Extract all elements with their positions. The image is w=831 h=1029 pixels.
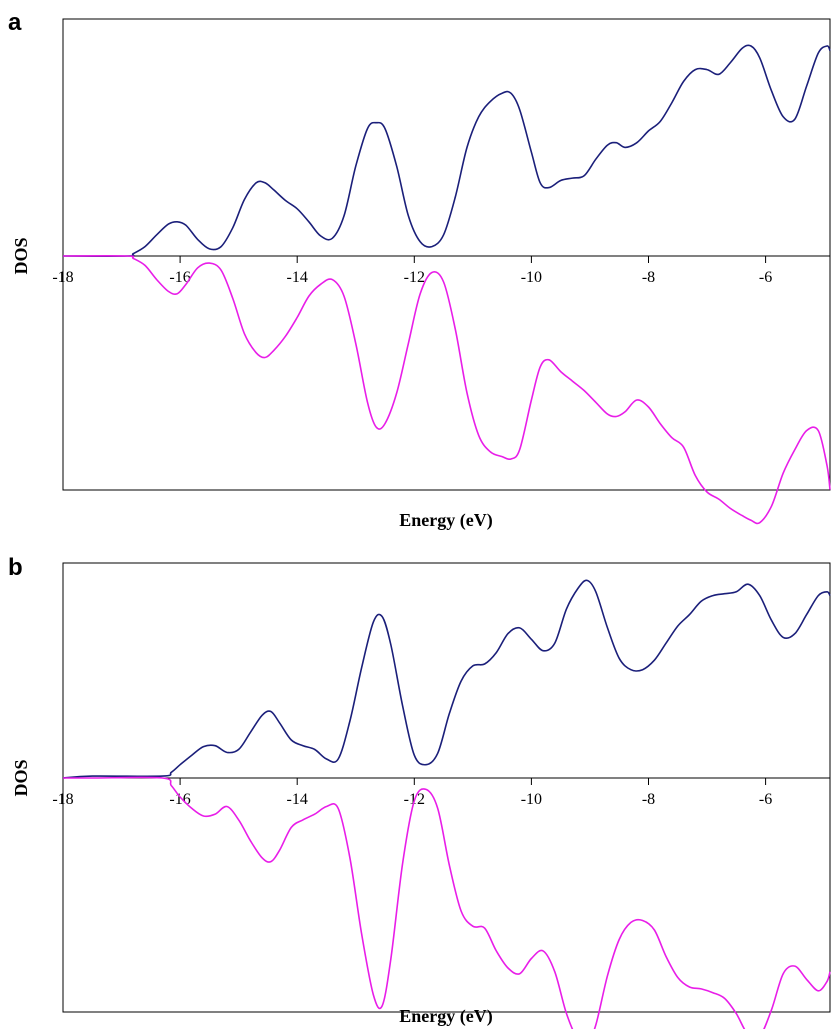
x-tick-labels-a: -18 -16 -14 -12 -10 -8 -6 [52,269,772,286]
series-line-a-0 [62,44,831,257]
plot-frame-a [62,18,831,491]
x-tick-label-a-5: -8 [642,269,655,286]
x-tick-label-a-1: -16 [169,269,190,286]
x-tick-label-b-6: -6 [759,791,772,808]
x-ticks-b [62,778,767,785]
x-tick-label-a-4: -10 [521,269,542,286]
curves-b [62,579,831,1029]
x-tick-label-a-3: -12 [404,269,425,286]
curves-a [62,44,831,525]
series-line-b-0 [62,579,831,779]
series-line-a-1 [62,255,831,525]
x-tick-label-b-5: -8 [642,791,655,808]
x-tick-label-a-0: -18 [52,269,73,286]
panel-b: b -18 -16 -14 -12 -10 -8 -6 DOS Energy (eV) [8,554,831,1029]
panel-letter-b: b [8,554,23,581]
y-axis-title-b: DOS [11,759,31,796]
x-tick-label-b-4: -10 [521,791,542,808]
plot-frame-b [62,562,831,1013]
x-tick-label-a-6: -6 [759,269,772,286]
x-tick-labels-b: -18 -16 -14 -12 -10 -8 -6 [52,791,772,808]
x-tick-label-b-1: -16 [169,791,190,808]
y-axis-title-a: DOS [11,237,31,274]
x-ticks-a [62,256,767,263]
panel-a: a -18 -16 -14 -12 -10 -8 -6 DOS Energy (eV) [8,9,831,531]
series-line-b-1 [63,776,831,1029]
x-axis-title-a: Energy (eV) [399,510,492,531]
panel-letter-a: a [8,9,22,36]
x-tick-label-a-2: -14 [287,269,308,286]
x-tick-label-b-2: -14 [287,791,308,808]
x-tick-label-b-0: -18 [52,791,73,808]
x-axis-title-b: Energy (eV) [399,1006,492,1027]
